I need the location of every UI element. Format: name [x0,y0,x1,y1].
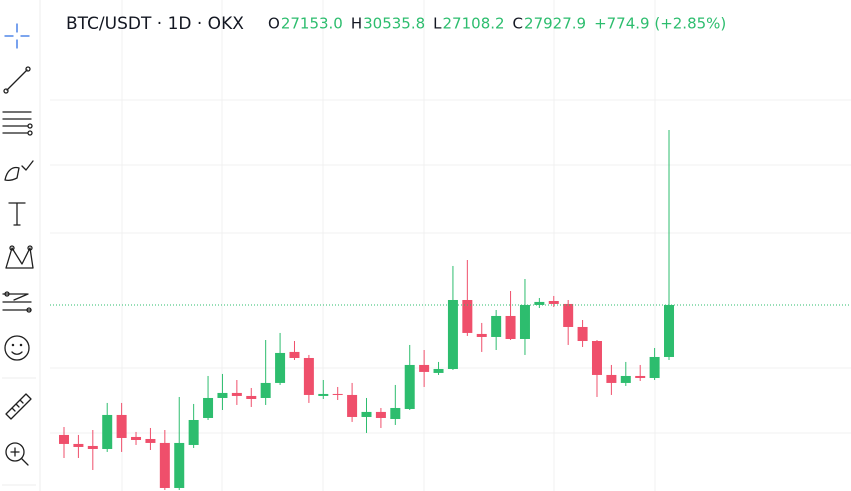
candle-body [534,301,545,305]
candle-body [260,382,271,398]
candle-body [188,419,199,445]
candle-body [159,442,170,488]
candle-body [635,375,646,378]
candle-body [620,375,631,383]
candle-body [375,411,386,418]
candle-body [246,395,257,399]
candle-body [318,393,329,396]
candle-body [361,411,372,417]
candle-body [649,356,660,378]
candle-body [174,442,185,488]
icon-tool[interactable] [4,335,30,361]
brush-tool[interactable] [4,160,34,182]
fib-tool[interactable] [2,111,33,136]
ruler-tool[interactable] [5,393,32,420]
candle-body [664,304,675,357]
candle-body [217,392,228,398]
candle-body [491,315,502,337]
toolbar [2,0,41,491]
ohlc-label: C [513,15,523,33]
candle-body [87,445,98,449]
candle-body [347,394,358,417]
candle-body [404,364,415,409]
candle-body [433,368,444,373]
candle-body [447,299,458,369]
trendline-tool[interactable] [3,66,31,94]
zoom-tool[interactable] [5,442,29,466]
candle-body [303,357,314,395]
candle-body [332,393,343,395]
ohlc-value: 27153.0 [281,15,343,33]
pattern-tool[interactable] [5,245,34,269]
candle-body [289,351,300,358]
symbol-title: BTC/USDT · 1D · OKX [66,14,244,34]
candle-body [591,341,602,375]
candle-body [131,436,142,440]
ohlc-value: 27108.2 [443,15,505,33]
legend: BTC/USDT · 1D · OKX O 27153.0 H 30535.8 L 271… [66,14,726,34]
candle-body [275,352,286,383]
candle-body [462,299,473,333]
candle-body [102,414,113,449]
candle-body [231,392,242,396]
ohlc-label: O [268,15,280,33]
candle-body [116,414,127,438]
candle-body [606,374,617,383]
candle-body [577,326,588,342]
text-tool[interactable] [8,202,26,226]
candle-body [145,438,156,443]
candle-body [73,443,84,447]
candle-body [548,301,559,304]
ohlc-value: 27927.9 [524,15,586,33]
candle-body [505,315,516,339]
ohlc-value: 30535.8 [363,15,425,33]
candle-body [563,303,574,327]
candle-body [419,364,430,372]
ohlc-label: L [433,15,442,33]
grid [50,0,851,491]
candle-body [390,407,401,419]
candle-body [519,304,530,339]
candle-body [59,434,69,444]
candle-body [203,397,214,418]
ohlc-label: H [351,15,362,33]
change-value: +774.9 (+2.85%) [594,15,726,33]
crosshair-tool[interactable] [4,23,30,49]
candle-body [476,333,487,337]
forecast-tool[interactable] [2,291,32,313]
